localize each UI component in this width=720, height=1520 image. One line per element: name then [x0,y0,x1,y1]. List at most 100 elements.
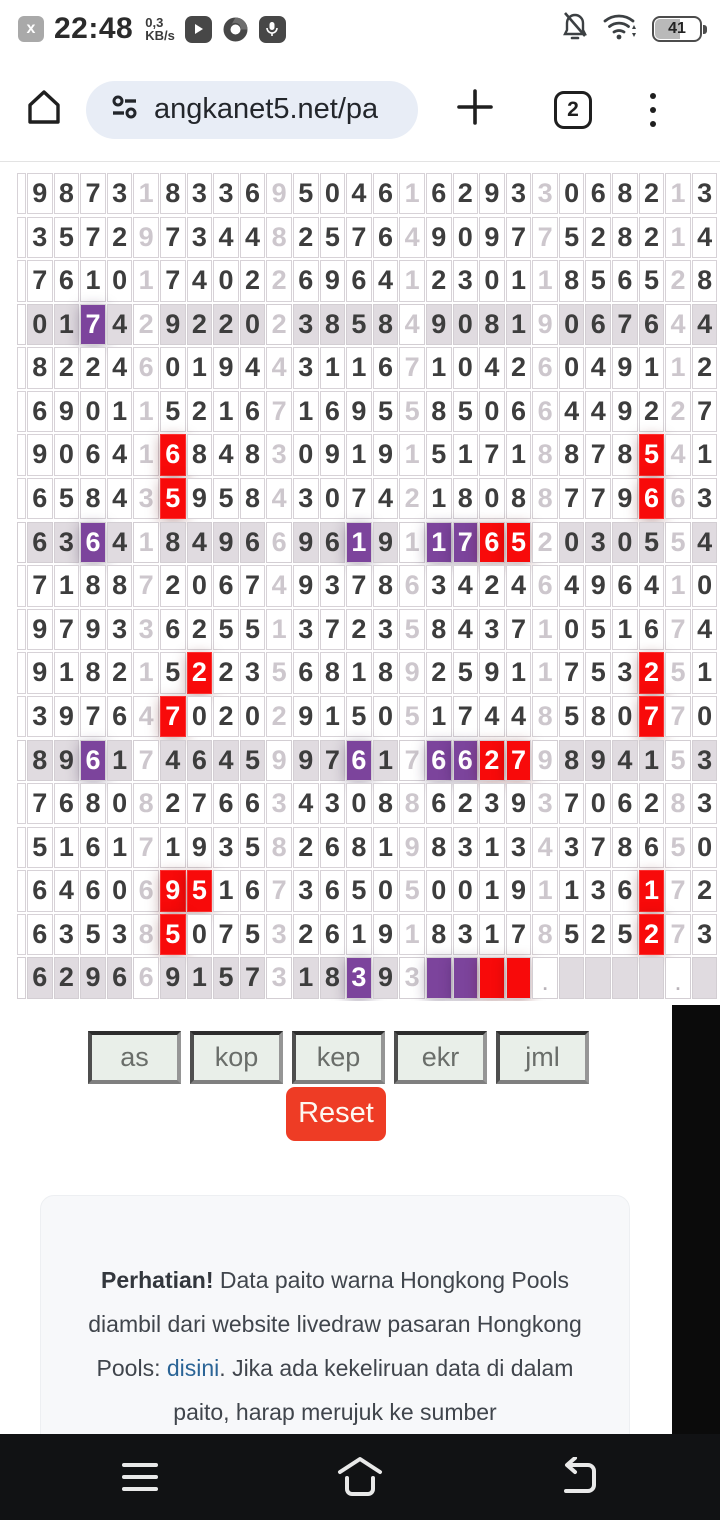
paito-cell: 6 [80,739,106,781]
paito-cell: 8 [665,783,691,825]
filter-button-ekr[interactable]: ekr [394,1030,487,1084]
paito-cell: 1 [532,260,558,302]
paito-cell: 5 [239,913,266,956]
paito-cell: 6 [319,390,346,433]
paito-cell: 7 [585,478,612,520]
network-speed: 0,3 KB/s [145,16,175,42]
home-nav-button[interactable] [320,1434,400,1520]
paito-cell: 8 [452,478,479,520]
paito-cell: 9 [53,695,80,738]
paito-cell: 1 [346,434,372,476]
paito-cell: 8 [612,434,638,476]
recents-menu-button[interactable] [100,1434,180,1520]
paito-cell: 7 [346,478,372,520]
url-text[interactable]: angkanet5.net/pa [154,93,379,125]
paito-cell: 1 [691,434,718,476]
paito-cell: 6 [80,521,106,564]
paito-cell: 6 [80,826,106,869]
url-bar[interactable]: angkanet5.net/pa [86,80,418,139]
paito-cell: 9 [585,739,612,781]
new-tab-button[interactable] [454,86,496,133]
paito-cell: 5 [399,608,425,651]
paito-cell: 0 [106,870,133,912]
paito-cell: 4 [346,173,372,215]
filter-button-kop[interactable]: kop [190,1030,283,1084]
paito-cell: 1 [399,913,425,956]
paito-cell: 0 [558,173,585,215]
filter-button-kep[interactable]: kep [292,1030,385,1084]
tune-icon[interactable] [110,92,140,127]
paito-cell: 3 [452,913,479,956]
paito-cell: 3 [558,826,585,869]
paito-cell: 5 [213,957,239,999]
filter-button-jml[interactable]: jml [496,1030,589,1084]
home-button[interactable] [22,85,66,134]
paito-cell: 7 [399,347,425,389]
paito-cell: 8 [558,739,585,781]
disini-link[interactable]: disini [166,1354,220,1381]
paito-cell: 7 [133,826,159,869]
paito-cell: 4 [213,216,239,258]
paito-cell [505,957,532,999]
filter-button-as[interactable]: as [88,1030,181,1084]
reset-button[interactable]: Reset [286,1086,386,1141]
paito-cell: 4 [505,695,532,738]
back-nav-button[interactable] [538,1434,618,1520]
paito-cell: 8 [691,260,718,302]
paito-cell: 2 [53,957,80,999]
paito-cell: 7 [27,783,53,825]
battery-fill [655,19,681,39]
paito-cell: 8 [372,652,399,694]
paito-cell: 8 [532,913,558,956]
paito-cell: 3 [106,913,133,956]
filter-button-row: as kop kep ekr jml [88,1001,720,1084]
paito-cell: 3 [532,783,558,825]
paito-cell: 6 [186,739,213,781]
paito-cell: 0 [612,521,638,564]
paito-cell: 9 [372,957,399,999]
paito-cell: 2 [479,565,505,607]
paito-cell: 1 [133,652,159,694]
paito-cell-partial [17,216,26,258]
paito-cell-partial [17,652,26,694]
paito-cell: 8 [558,434,585,476]
paito-cell: 5 [665,652,691,694]
paito-cell: 7 [558,478,585,520]
browser-menu-button[interactable] [650,92,656,127]
paito-cell: 5 [665,739,691,781]
paito-cell-partial [17,870,26,912]
paito-cell: 6 [292,260,319,302]
paito-cell: 7 [239,565,266,607]
paito-cell: 4 [213,739,239,781]
paito-cell: 6 [159,434,186,476]
paito-cell: 1 [106,739,133,781]
paito-cell: 3 [691,173,718,215]
paito-cell-partial [17,739,26,781]
paito-cell: 7 [133,739,159,781]
paito-cell: 0 [53,434,80,476]
paito-cell: 1 [53,303,80,346]
paito-cell: 0 [186,565,213,607]
paito-cell: 3 [292,870,319,912]
paito-cell: 6 [452,739,479,781]
paito-cell: 1 [505,303,532,346]
paito-cell: 0 [558,347,585,389]
paito-cell: 4 [292,783,319,825]
paito-cell: 0 [186,695,213,738]
paito-cell: 4 [266,478,292,520]
paito-cell: 2 [691,870,718,912]
paito-cell: 9 [479,652,505,694]
paito-cell: 8 [80,652,106,694]
paito-cell: 7 [612,303,638,346]
paito-cell: 2 [266,303,292,346]
paito-cell: 3 [479,783,505,825]
paito-cell: 4 [665,434,691,476]
tab-switcher-button[interactable]: 2 [554,90,592,129]
paito-cell: 1 [479,913,505,956]
